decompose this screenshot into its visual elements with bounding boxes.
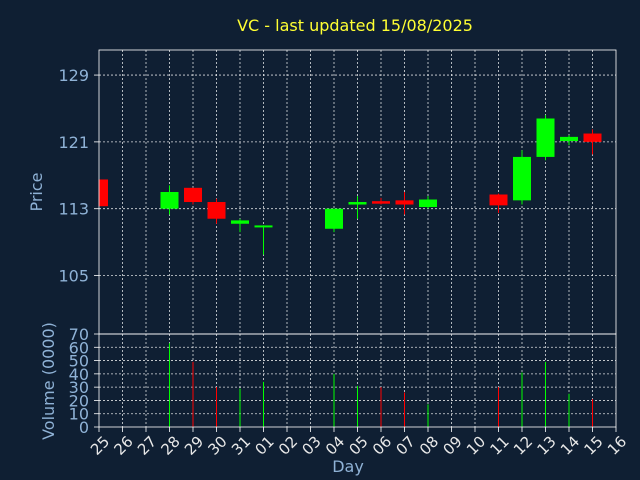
candle-body <box>395 200 414 205</box>
x-tick-label: 31 <box>228 433 254 459</box>
candle-body <box>325 208 343 229</box>
x-tick-label: 27 <box>134 433 160 459</box>
x-tick-label: 16 <box>604 433 630 459</box>
candle-body <box>419 199 437 208</box>
volume-y-tick-label: 20 <box>69 391 89 410</box>
volume-y-tick-label: 10 <box>69 405 89 424</box>
price-y-tick-label: 121 <box>58 133 89 152</box>
volume-y-tick-label: 40 <box>69 365 89 384</box>
volume-axis-label: Volume (0000) <box>39 322 58 440</box>
candle-body <box>207 202 226 219</box>
x-tick-label: 05 <box>346 433 372 459</box>
candle-body <box>536 118 555 157</box>
candle-body <box>254 225 273 228</box>
x-tick-label: 15 <box>581 433 607 459</box>
candle-body <box>99 179 108 207</box>
candle-body <box>489 194 508 206</box>
chart-title: VC - last updated 15/08/2025 <box>237 16 473 35</box>
x-tick-label: 01 <box>252 433 278 459</box>
volume-y-tick-label: 50 <box>69 352 89 371</box>
x-tick-label: 02 <box>275 433 301 459</box>
x-tick-label: 07 <box>393 433 419 459</box>
x-tick-label: 30 <box>205 433 231 459</box>
x-tick-label: 06 <box>369 433 395 459</box>
price-panel: 105 113 121 129 <box>58 49 617 335</box>
x-tick-label: 28 <box>158 433 184 459</box>
volume-y-tick-label: 70 <box>69 325 89 344</box>
x-tick-label: 09 <box>440 433 466 459</box>
price-y-tick-label: 105 <box>58 267 89 286</box>
candle-body <box>160 192 179 209</box>
price-y-tick-label: 129 <box>58 66 89 85</box>
volume-y-tick-label: 30 <box>69 378 89 397</box>
x-tick-label: 25 <box>87 433 113 459</box>
candle-body <box>372 201 390 204</box>
volume-panel: 0102030405060702526272829303101020304050… <box>69 325 631 459</box>
price-y-tick-label: 113 <box>58 200 89 219</box>
x-tick-label: 12 <box>510 433 536 459</box>
price-axis-label: Price <box>27 172 46 211</box>
volume-y-tick-label: 60 <box>69 338 89 357</box>
candle-body <box>348 202 367 205</box>
x-tick-label: 04 <box>322 433 348 459</box>
x-tick-label: 11 <box>487 433 513 459</box>
x-tick-label: 29 <box>181 433 207 459</box>
candle-body <box>184 187 202 203</box>
x-tick-label: 26 <box>111 433 137 459</box>
x-tick-label: 10 <box>463 433 489 459</box>
candle-body <box>583 133 602 142</box>
x-tick-label: 13 <box>534 433 560 459</box>
x-tick-label: 14 <box>557 433 583 459</box>
candle-body <box>231 220 249 224</box>
x-tick-label: 03 <box>299 433 325 459</box>
volume-y-tick-label: 0 <box>79 418 89 437</box>
candle-body <box>513 156 531 201</box>
candle-body <box>560 136 578 142</box>
x-axis-label: Day <box>332 457 364 476</box>
x-tick-label: 08 <box>416 433 442 459</box>
